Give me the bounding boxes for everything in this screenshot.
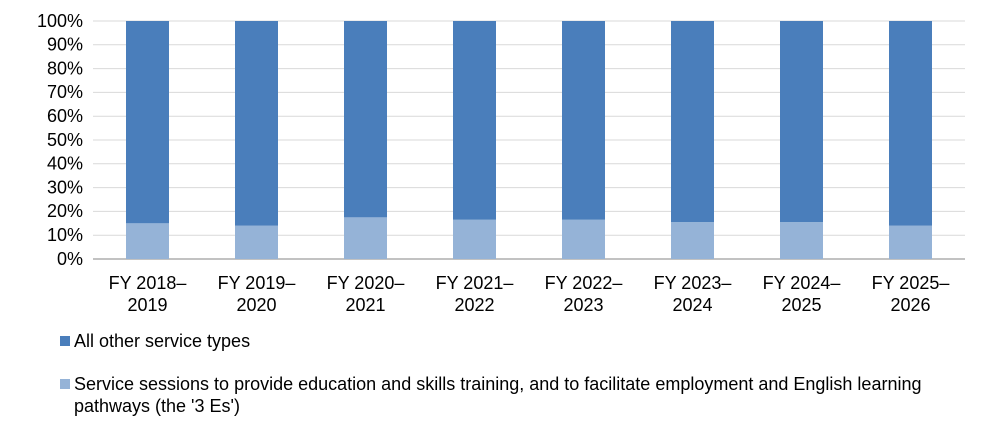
y-tick-label: 70% <box>47 82 83 102</box>
y-tick-label: 10% <box>47 225 83 245</box>
bar-segment <box>344 217 387 259</box>
bar-segment <box>889 21 932 226</box>
legend-entry: All other service types <box>60 330 970 352</box>
y-tick-label: 100% <box>37 11 83 31</box>
legend-label: All other service types <box>74 331 251 351</box>
bar-segment <box>562 21 605 220</box>
legend-entry: Service sessions to provide education an… <box>60 373 970 417</box>
x-tick-label: FY 2021–2022 <box>435 273 514 315</box>
x-tick-label: FY 2018–2019 <box>108 273 187 315</box>
y-tick-label: 0% <box>57 249 83 269</box>
x-tick-label: FY 2022–2023 <box>544 273 623 315</box>
x-tick-label: FY 2019–2020 <box>217 273 296 315</box>
y-tick-label: 50% <box>47 130 83 150</box>
bar-segment <box>562 219 605 259</box>
bar-segment <box>671 222 714 259</box>
bar-segment <box>235 225 278 259</box>
x-tick-label: FY 2024–2025 <box>762 273 841 315</box>
y-tick-label: 90% <box>47 35 83 55</box>
x-tick-label: FY 2023–2024 <box>653 273 732 315</box>
bar-segment <box>126 223 169 259</box>
x-tick-label: FY 2020–2021 <box>326 273 405 315</box>
y-tick-label: 80% <box>47 58 83 78</box>
bar-segment <box>671 21 714 223</box>
y-tick-label: 60% <box>47 106 83 126</box>
bar-segment <box>126 21 169 224</box>
bar-segment <box>453 21 496 220</box>
legend-label: Service sessions to provide education an… <box>74 374 922 416</box>
bar-segment <box>780 222 823 259</box>
bar-segment <box>889 225 932 259</box>
y-tick-label: 30% <box>47 177 83 197</box>
x-tick-label: FY 2025–2026 <box>871 273 950 315</box>
y-tick-label: 20% <box>47 201 83 221</box>
legend-swatch <box>60 336 70 346</box>
bar-segment <box>235 21 278 226</box>
y-tick-label: 40% <box>47 154 83 174</box>
bar-segment <box>780 21 823 223</box>
legend-swatch <box>60 379 70 389</box>
bar-segment <box>453 219 496 259</box>
bar-segment <box>344 21 387 218</box>
